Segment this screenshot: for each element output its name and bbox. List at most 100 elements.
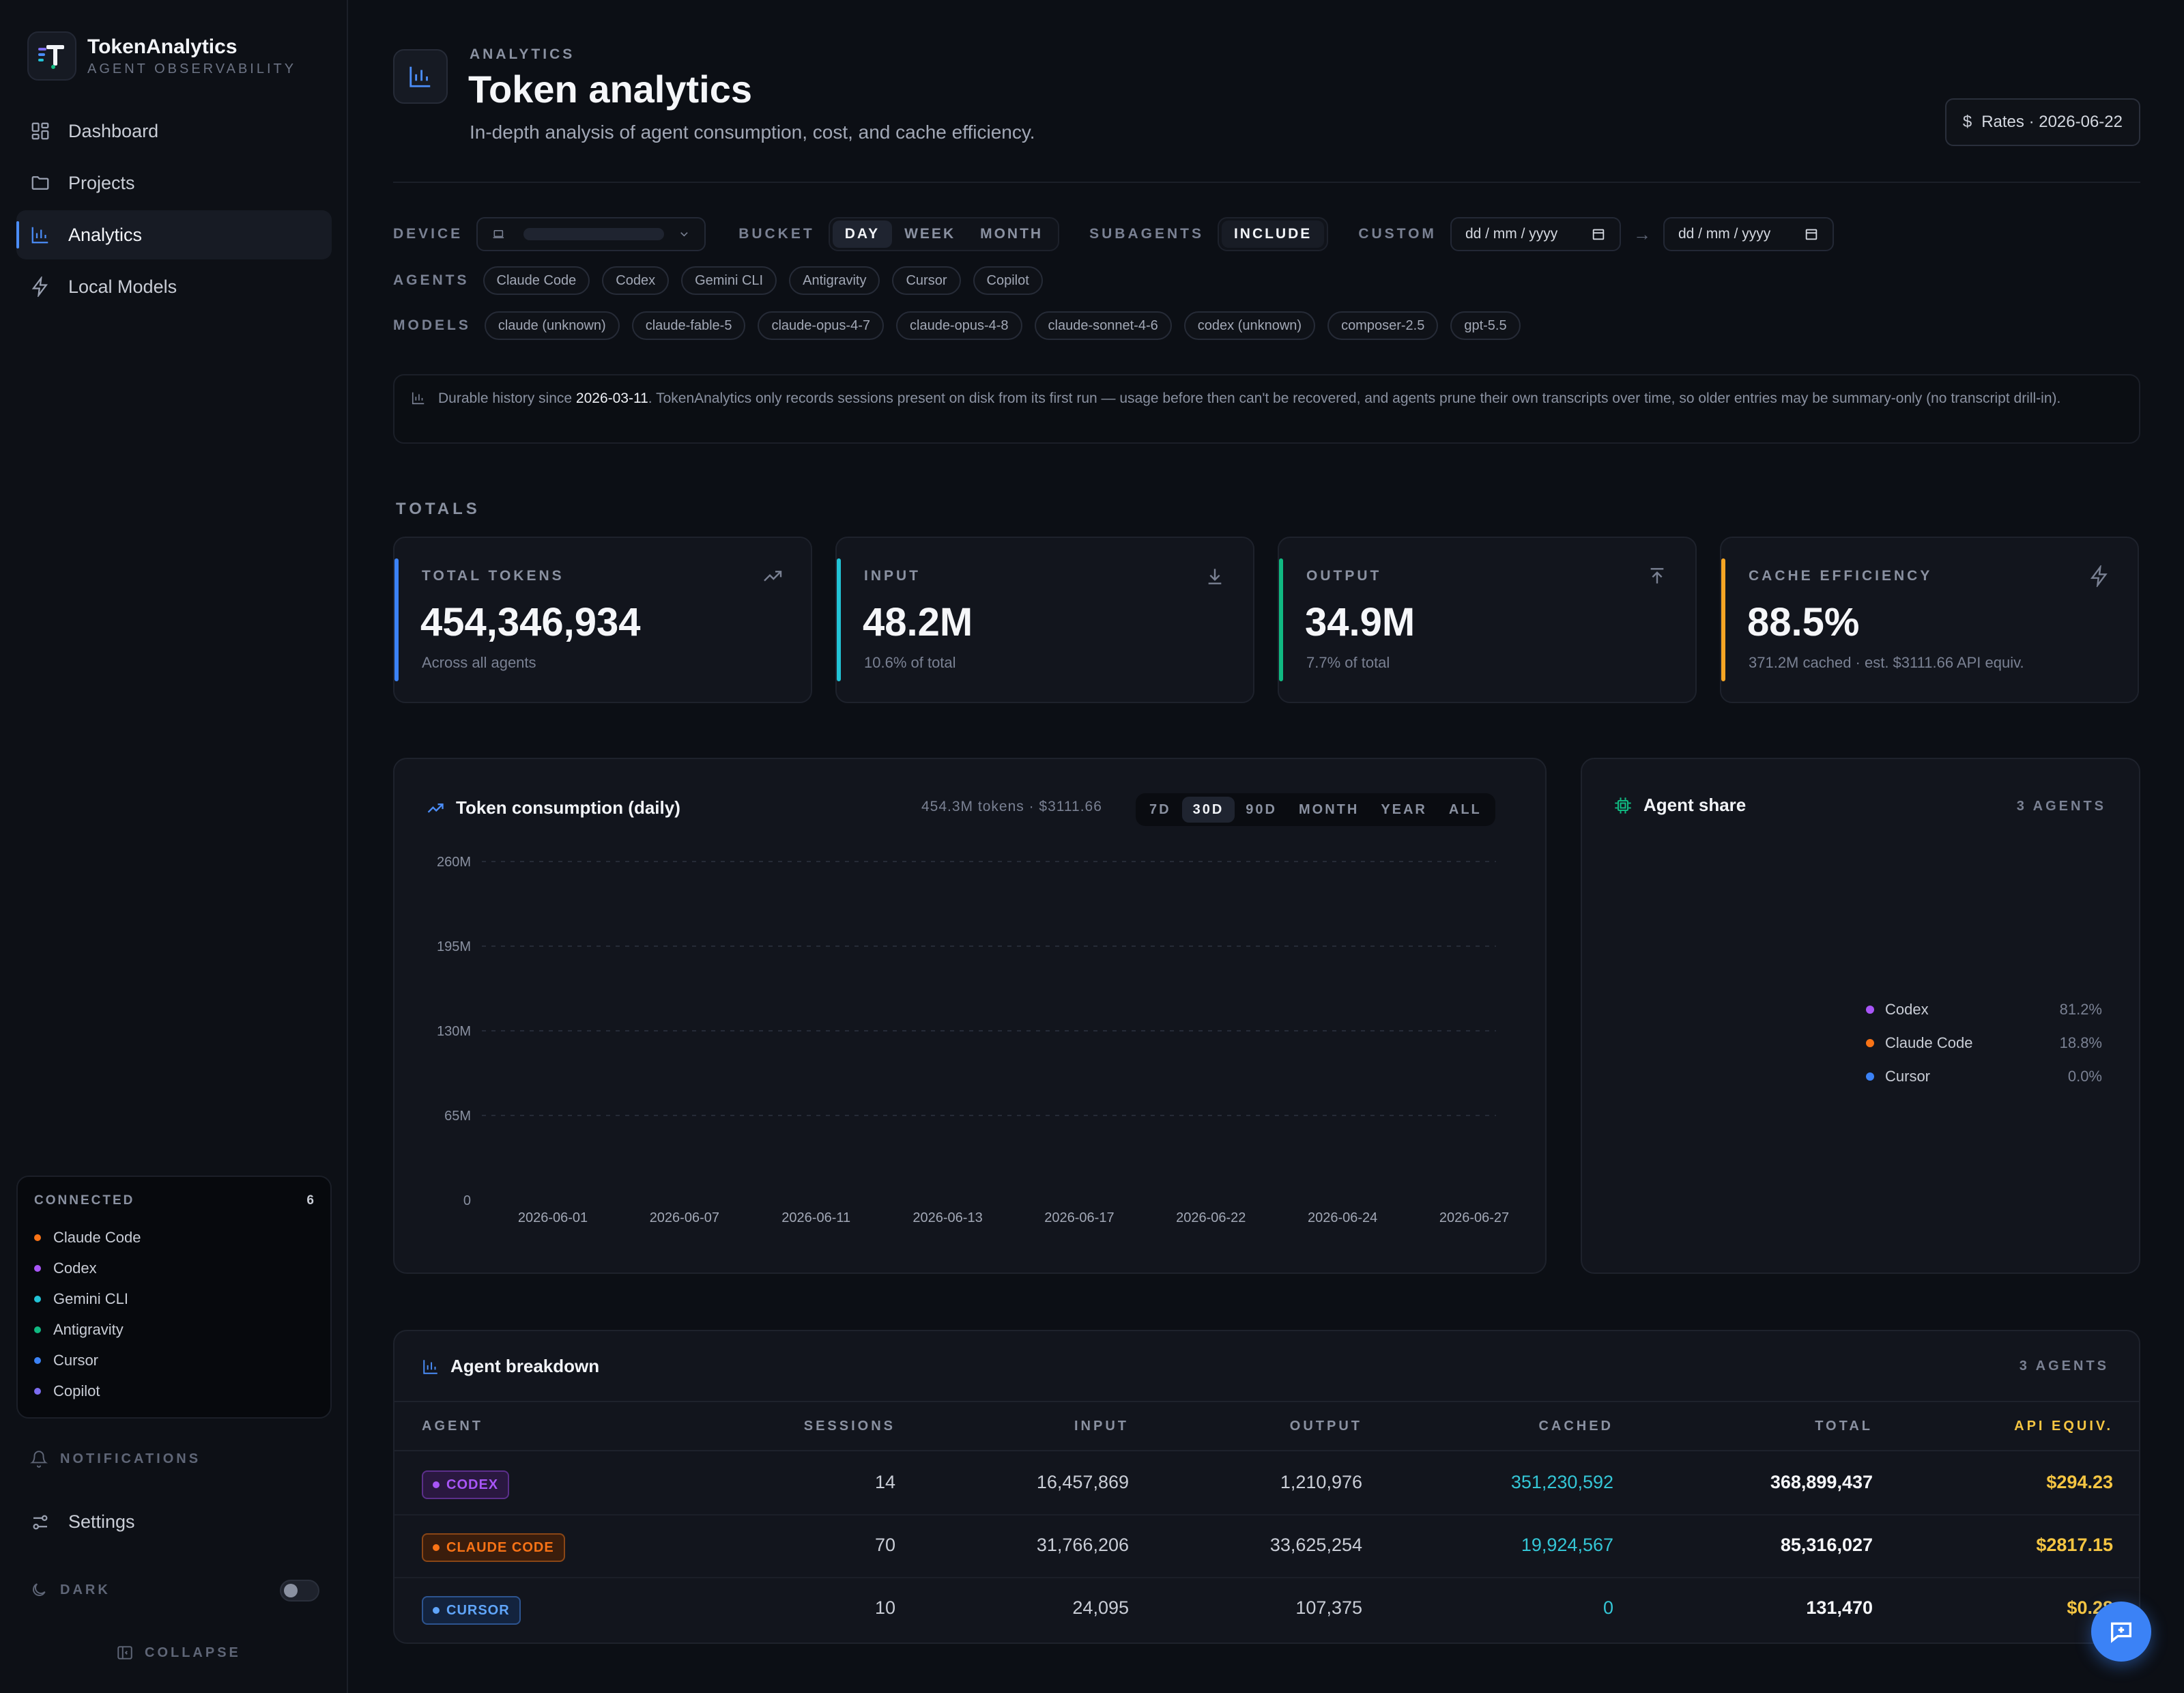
chevron-down-icon xyxy=(680,232,689,237)
connected-agent[interactable]: Claude Code xyxy=(34,1222,314,1253)
col-input[interactable]: INPUT xyxy=(1074,1419,1129,1434)
sidebar-item-label: Local Models xyxy=(68,276,177,297)
date-to-input[interactable]: dd / mm / yyyy xyxy=(1663,217,1834,251)
trend-up-icon xyxy=(427,803,444,813)
page-subtitle: In-depth analysis of agent consumption, … xyxy=(470,122,1035,143)
stat-value: 48.2M xyxy=(863,600,973,644)
legend-dot xyxy=(1866,1072,1874,1081)
share-legend: Codex 81.2% Claude Code 18.8% Cursor 0.0% xyxy=(1866,993,2102,1093)
model-filter-chip[interactable]: claude-fable-5 xyxy=(631,311,746,340)
sidebar-item-dashboard[interactable]: Dashboard xyxy=(16,106,332,156)
theme-toggle[interactable] xyxy=(280,1580,319,1602)
y-tick-label: 260M xyxy=(437,855,471,870)
connected-agent-name: Copilot xyxy=(53,1382,100,1399)
col-cached[interactable]: CACHED xyxy=(1538,1419,1613,1434)
models-filter-row: MODELS claude (unknown) claude-fable-5 cla… xyxy=(393,311,1533,340)
model-filter-chip[interactable]: composer-2.5 xyxy=(1327,311,1439,340)
connected-agent[interactable]: Codex xyxy=(34,1253,314,1283)
legend-dot xyxy=(1866,1038,1874,1047)
col-agent[interactable]: AGENT xyxy=(422,1419,483,1434)
bucket-week[interactable]: WEEK xyxy=(904,226,956,242)
laptop-icon xyxy=(493,230,504,238)
connected-agent-name: Claude Code xyxy=(53,1228,141,1246)
connected-count: 6 xyxy=(306,1193,314,1208)
brand-subtitle: AGENT OBSERVABILITY xyxy=(87,61,297,76)
agent-filter-chip[interactable]: Cursor xyxy=(892,266,961,295)
cell-sessions: 14 xyxy=(874,1472,895,1492)
status-dot xyxy=(34,1295,41,1303)
sidebar-item-projects[interactable]: Projects xyxy=(16,158,332,208)
table-row[interactable]: CLAUDE CODE 70 31,766,206 33,625,254 19,924,… xyxy=(394,1516,2139,1578)
legend-pct: 18.8% xyxy=(2059,1034,2102,1051)
moon-icon xyxy=(33,1583,46,1596)
col-api-equiv[interactable]: API EQUIV. xyxy=(2014,1419,2113,1434)
brand[interactable]: TokenAnalytics AGENT OBSERVABILITY xyxy=(27,31,296,81)
sidebar-item-label: Dashboard xyxy=(68,120,159,141)
connected-label: CONNECTED xyxy=(34,1193,135,1208)
date-from-input[interactable]: dd / mm / yyyy xyxy=(1450,217,1621,251)
range-90d[interactable]: 90D xyxy=(1246,801,1277,817)
consumption-chart: 0 65M 130M 195M 260M 2026-06-01 2026-06-07 2026… xyxy=(437,855,1509,1225)
model-filter-chip[interactable]: claude-sonnet-4-6 xyxy=(1034,311,1172,340)
device-label: DEVICE xyxy=(393,226,463,242)
status-dot xyxy=(34,1264,41,1272)
calendar-icon xyxy=(1592,229,1605,240)
connected-agent[interactable]: Gemini CLI xyxy=(34,1283,314,1314)
col-sessions[interactable]: SESSIONS xyxy=(803,1419,895,1434)
agent-badge: CURSOR xyxy=(422,1596,521,1625)
sidebar-item-local-models[interactable]: Local Models xyxy=(16,262,332,311)
breakdown-title-row: Agent breakdown xyxy=(422,1356,599,1377)
range-year[interactable]: YEAR xyxy=(1381,801,1427,817)
x-tick-label: 2026-06-27 xyxy=(1439,1210,1509,1225)
cell-sessions: 70 xyxy=(874,1535,895,1555)
stat-note: 371.2M cached · est. $3111.66 API equiv. xyxy=(1749,654,2024,671)
sidebar-item-label: Analytics xyxy=(68,224,143,245)
share-legend-item[interactable]: Cursor 0.0% xyxy=(1866,1059,2102,1093)
subagents-include[interactable]: INCLUDE xyxy=(1221,220,1325,248)
col-total[interactable]: TOTAL xyxy=(1815,1419,1873,1434)
share-count: 3 AGENTS xyxy=(2016,799,2106,814)
rates-button[interactable]: $ Rates · 2026-06-22 xyxy=(1944,98,2140,146)
model-filter-chip[interactable]: claude (unknown) xyxy=(484,311,620,340)
status-dot xyxy=(34,1356,41,1364)
range-7d[interactable]: 7D xyxy=(1149,801,1171,817)
agent-filter-chip[interactable]: Copilot xyxy=(973,266,1043,295)
agent-filter-chip[interactable]: Codex xyxy=(602,266,670,295)
collapse-button[interactable]: COLLAPSE xyxy=(116,1644,241,1662)
model-filter-chip[interactable]: gpt-5.5 xyxy=(1450,311,1521,340)
feedback-button[interactable] xyxy=(2091,1602,2151,1662)
consumption-title: Token consumption (daily) xyxy=(456,797,680,818)
cpu-icon xyxy=(1615,797,1631,814)
connected-agent[interactable]: Copilot xyxy=(34,1376,314,1406)
table-row[interactable]: CODEX 14 16,457,869 1,210,976 351,230,592 368… xyxy=(394,1453,2139,1516)
bucket-month[interactable]: MONTH xyxy=(980,226,1044,242)
sidebar-item-analytics[interactable]: Analytics xyxy=(16,210,332,259)
col-output[interactable]: OUTPUT xyxy=(1289,1419,1362,1434)
range-all[interactable]: ALL xyxy=(1448,801,1482,817)
agent-filter-chip[interactable]: Claude Code xyxy=(483,266,590,295)
connected-agent[interactable]: Cursor xyxy=(34,1345,314,1376)
settings-button[interactable]: Settings xyxy=(30,1511,135,1533)
cell-total: 131,470 xyxy=(1806,1597,1873,1618)
table-row[interactable]: CURSOR 10 24,095 107,375 0 131,470 $0.28 xyxy=(394,1578,2139,1641)
cell-input: 31,766,206 xyxy=(1036,1535,1129,1555)
connected-agent-name: Antigravity xyxy=(53,1320,124,1338)
agent-filter-chip[interactable]: Antigravity xyxy=(789,266,880,295)
share-legend-item[interactable]: Codex 81.2% xyxy=(1866,993,2102,1026)
model-filter-chip[interactable]: claude-opus-4-7 xyxy=(758,311,884,340)
share-legend-item[interactable]: Claude Code 18.8% xyxy=(1866,1026,2102,1059)
upload-icon xyxy=(1646,565,1668,587)
agent-filter-chip[interactable]: Gemini CLI xyxy=(681,266,777,295)
range-month[interactable]: MONTH xyxy=(1298,801,1360,817)
range-30d[interactable]: 30D xyxy=(1181,797,1235,823)
device-select[interactable] xyxy=(476,217,706,251)
connected-agent[interactable]: Antigravity xyxy=(34,1314,314,1345)
legend-dot xyxy=(1866,1005,1874,1014)
history-notice: Durable history since 2026-03-11. TokenA… xyxy=(393,374,2140,444)
collapse-label: COLLAPSE xyxy=(145,1645,241,1660)
model-filter-chip[interactable]: codex (unknown) xyxy=(1183,311,1316,340)
model-filter-chip[interactable]: claude-opus-4-8 xyxy=(896,311,1022,340)
notifications-button[interactable]: NOTIFICATIONS xyxy=(30,1450,201,1468)
bucket-day[interactable]: DAY xyxy=(832,220,893,248)
connected-agent-name: Codex xyxy=(53,1259,97,1277)
